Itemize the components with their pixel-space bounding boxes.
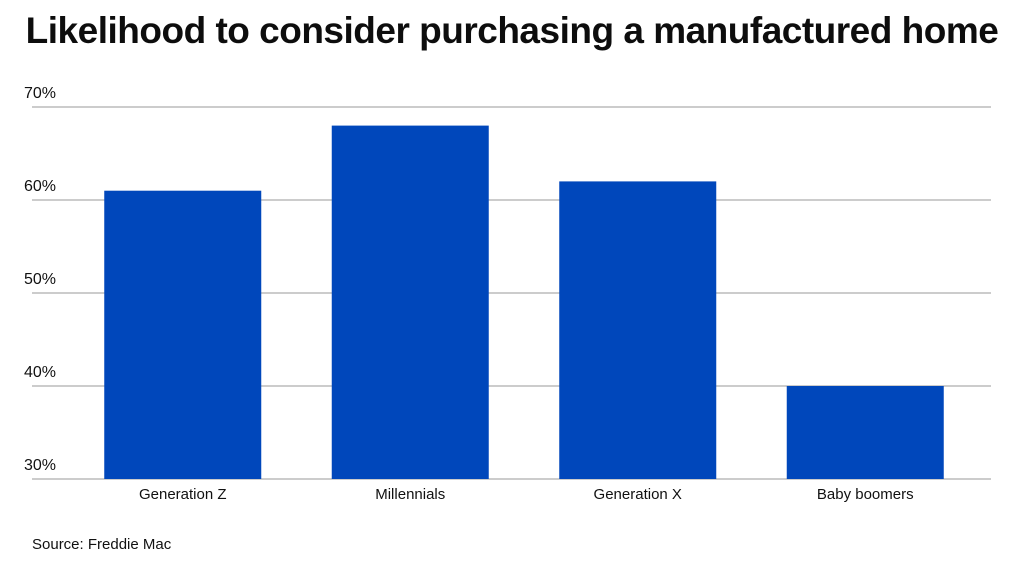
source-note: Source: Freddie Mac (32, 536, 172, 553)
y-tick-label: 40% (24, 364, 56, 381)
chart-title: Likelihood to consider purchasing a manu… (25, 10, 999, 51)
x-tick-label: Generation Z (139, 486, 227, 503)
x-tick-label: Baby boomers (817, 486, 914, 503)
axis-labels: 30% 40% 50% 60% 70% Generation Z Millennials Ge… (24, 85, 914, 503)
x-tick-label: Generation X (594, 486, 682, 503)
x-tick-label: Millennials (375, 486, 445, 503)
bar-baby-boomers (786, 386, 944, 479)
bar-generation-z (104, 190, 262, 479)
bar-millennials (331, 125, 489, 479)
y-tick-label: 50% (24, 271, 56, 288)
y-tick-label: 70% (24, 85, 56, 102)
y-tick-label: 30% (24, 457, 56, 474)
bars (104, 125, 944, 479)
bar-generation-x (559, 181, 717, 479)
y-tick-label: 60% (24, 178, 56, 195)
